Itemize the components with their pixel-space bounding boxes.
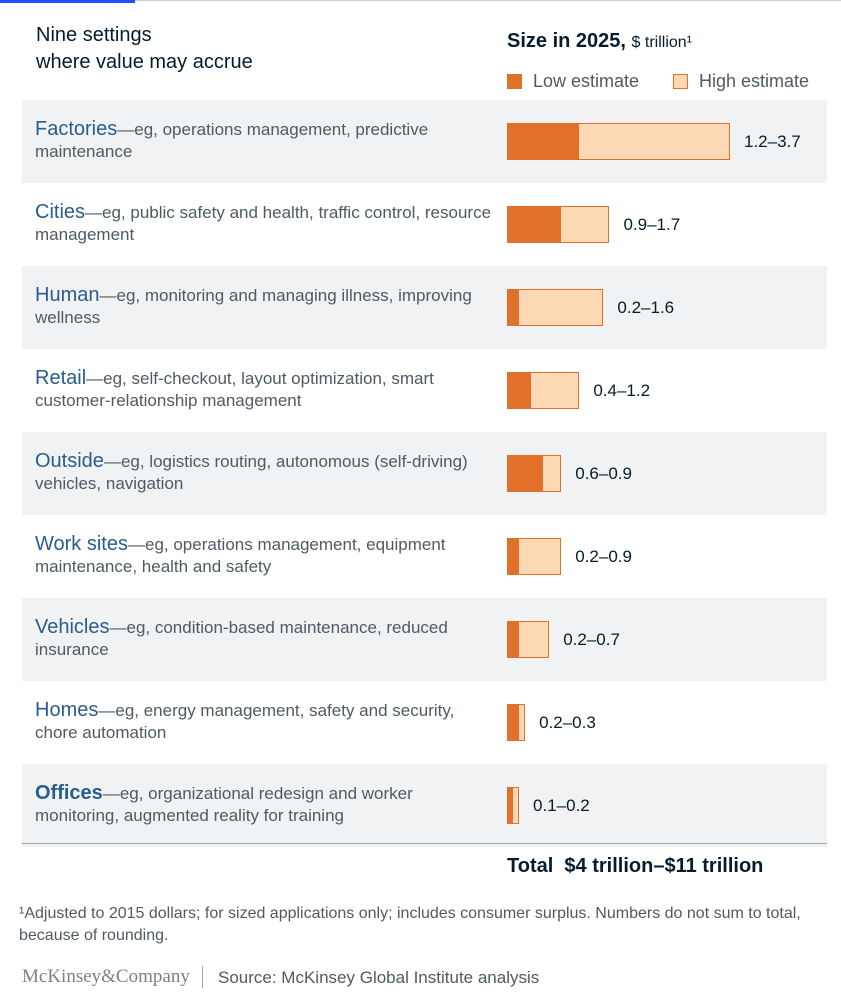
range-label: 0.2–0.9: [575, 547, 632, 566]
row-text: Homes—eg, energy management, safety and …: [35, 699, 495, 744]
total-label: Total: [507, 855, 554, 877]
range-bar: [507, 538, 562, 575]
row-text: Retail—eg, self-checkout, layout optimiz…: [35, 367, 495, 412]
range-bar: [507, 621, 550, 658]
range-label: 0.4–1.2: [593, 381, 651, 400]
row-text: Work sites—eg, operations management, eq…: [35, 533, 495, 578]
category-description: —eg, operations management, equipment ma…: [35, 535, 446, 576]
range-label: 0.9–1.7: [623, 215, 681, 234]
category-description: —eg, self-checkout, layout optimization,…: [35, 369, 434, 410]
footnote: ¹Adjusted to 2015 dollars; for sized app…: [19, 905, 801, 944]
chart-row: Homes—eg, energy management, safety and …: [22, 681, 827, 764]
bar-low-estimate: [507, 123, 580, 160]
chart-row: Cities—eg, public safety and health, tra…: [22, 183, 827, 266]
total: Total $4 trillion–$11 trillion: [507, 855, 763, 878]
bar-high-estimate: [507, 289, 604, 326]
bar-low-estimate: [507, 289, 520, 326]
category-name: Factories: [35, 118, 118, 140]
bar-low-estimate: [507, 372, 532, 409]
bar-low-estimate: [507, 538, 520, 575]
footer-separator: [202, 966, 203, 988]
category-name: Homes: [35, 699, 99, 721]
range-label: 0.2–1.6: [617, 298, 675, 317]
range-label: 0.6–0.9: [575, 464, 632, 483]
column-header-size: Size in 2025, $ trillion¹: [507, 30, 692, 53]
category-name: Retail: [35, 367, 87, 389]
category-name: Offices: [35, 782, 103, 804]
range-label: 0.1–0.2: [533, 796, 590, 815]
range-label: 0.2–0.7: [563, 630, 620, 649]
legend-swatch-high: [673, 74, 688, 89]
category-name: Human: [35, 284, 100, 306]
bar-low-estimate: [507, 787, 514, 824]
chart-row: Outside—eg, logistics routing, autonomou…: [22, 432, 827, 515]
category-name: Outside: [35, 450, 104, 472]
legend-item-low: Low estimate: [507, 71, 639, 92]
category-name: Cities: [35, 201, 86, 223]
category-description: —eg, energy management, safety and secur…: [35, 701, 455, 742]
row-text: Human—eg, monitoring and managing illnes…: [35, 284, 495, 329]
range-bar: [507, 206, 610, 243]
top-accent-bar: [0, 0, 135, 3]
legend-swatch-low: [507, 74, 522, 89]
category-description: —eg, logistics routing, autonomous (self…: [35, 452, 468, 493]
top-rule: [0, 0, 841, 1]
header-line-2: where value may accrue: [36, 51, 253, 73]
bar-low-estimate: [507, 704, 520, 741]
range-bar: [507, 289, 604, 326]
row-text: Offices—eg, organizational redesign and …: [35, 782, 495, 827]
category-name: Vehicles: [35, 616, 110, 638]
category-name: Work sites: [35, 533, 128, 555]
range-bar: [507, 372, 580, 409]
category-description: —eg, public safety and health, traffic c…: [35, 203, 492, 244]
range-label: 0.2–0.3: [539, 713, 596, 732]
bar-low-estimate: [507, 621, 520, 658]
range-bar: [507, 704, 526, 741]
source-note: Source: McKinsey Global Institute analys…: [218, 968, 540, 987]
category-description: —eg, operations management, predictive m…: [35, 120, 429, 161]
chart-row: Work sites—eg, operations management, eq…: [22, 515, 827, 598]
bar-low-estimate: [507, 455, 544, 492]
row-text: Cities—eg, public safety and health, tra…: [35, 201, 495, 246]
row-text: Outside—eg, logistics routing, autonomou…: [35, 450, 495, 495]
chart-row: Offices—eg, organizational redesign and …: [22, 764, 827, 847]
legend-label-low: Low estimate: [533, 71, 640, 91]
legend-label-high: High estimate: [699, 71, 810, 91]
row-text: Vehicles—eg, condition-based maintenance…: [35, 616, 495, 661]
row-text: Factories—eg, operations management, pre…: [35, 118, 495, 163]
chart-row: Retail—eg, self-checkout, layout optimiz…: [22, 349, 827, 432]
category-description: —eg, condition-based maintenance, reduce…: [35, 618, 448, 659]
bottom-rule: [22, 843, 827, 844]
range-bar: [507, 123, 730, 160]
range-bar: [507, 455, 562, 492]
size-unit: $ trillion¹: [631, 34, 692, 51]
chart-row: Vehicles—eg, condition-based maintenance…: [22, 598, 827, 681]
total-value: $4 trillion–$11 trillion: [564, 855, 764, 877]
chart-row: Factories—eg, operations management, pre…: [22, 100, 827, 183]
range-bar: [507, 787, 520, 824]
bar-low-estimate: [507, 206, 562, 243]
category-description: —eg, monitoring and managing illness, im…: [35, 286, 472, 327]
brand-logo: McKinsey&Company: [22, 966, 190, 987]
category-description: —eg, organizational redesign and worker …: [35, 784, 413, 825]
size-title: Size in 2025,: [507, 30, 626, 52]
chart-row: Human—eg, monitoring and managing illnes…: [22, 266, 827, 349]
range-label: 1.2–3.7: [744, 132, 801, 151]
legend-item-high: High estimate: [673, 71, 809, 92]
header-line-1: Nine settings: [36, 24, 152, 46]
column-header-settings: Nine settings where value may accrue: [36, 22, 253, 76]
